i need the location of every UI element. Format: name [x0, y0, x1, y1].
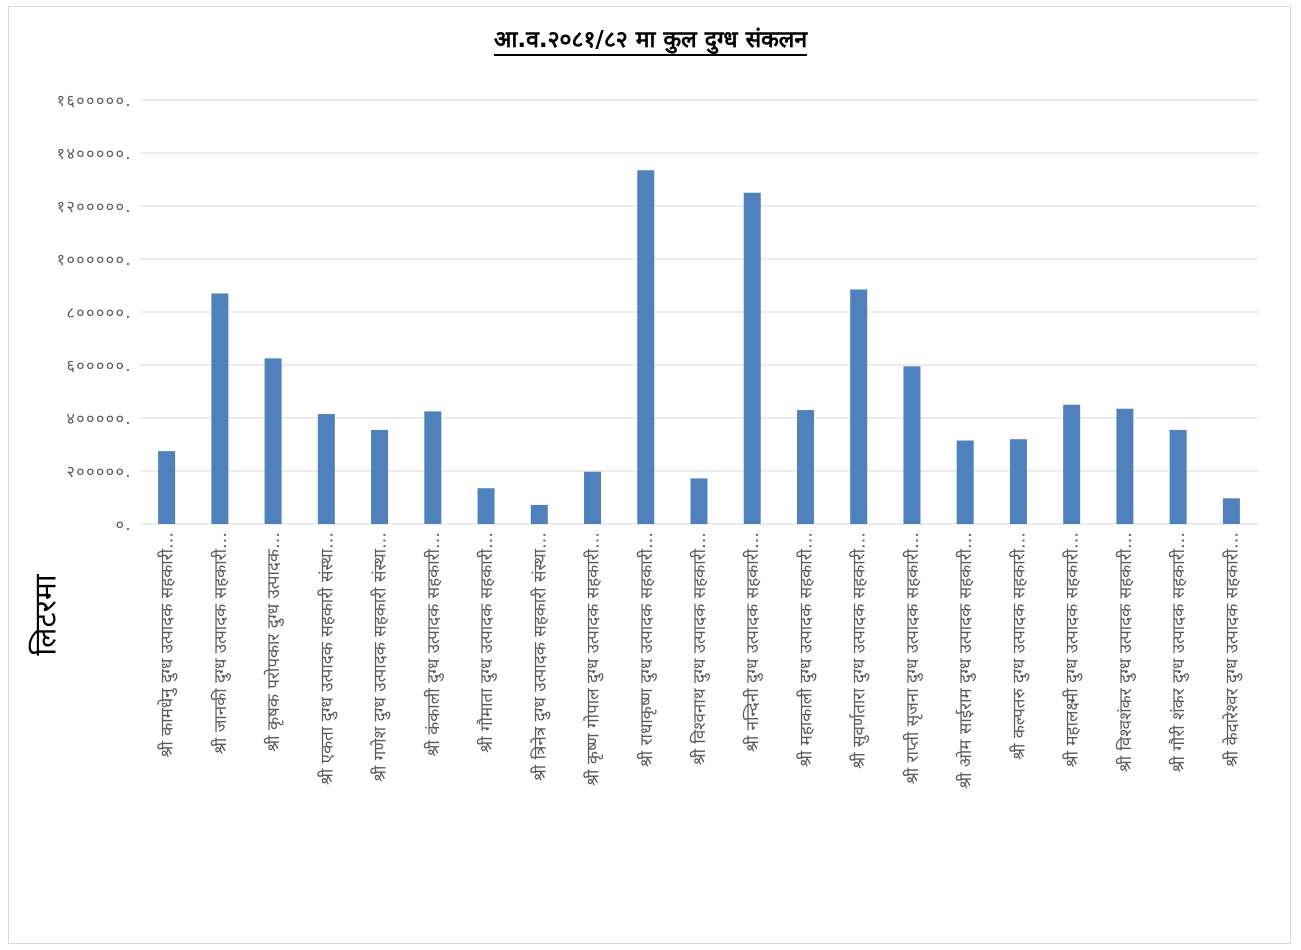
bar	[264, 358, 282, 524]
x-category-label: श्री कल्पतरु दुग्ध उत्पादक सहकारी…	[1008, 532, 1029, 760]
y-tick-label: ८०००००.	[66, 303, 132, 322]
bar	[956, 440, 974, 524]
bar	[530, 504, 548, 524]
x-category-label: श्री एकता दुग्ध उत्पादक सहकारी संस्था…	[316, 532, 337, 785]
x-category-label: श्री महाकाली दुग्ध उत्पादक सहकारी…	[795, 532, 816, 767]
x-category-label: श्री कामधेनु दुग्ध उत्पादक सहकारी…	[157, 532, 178, 758]
bar	[317, 414, 335, 524]
bar	[743, 192, 761, 524]
x-category-label: श्री राधाकृष्ण दुग्ध उत्पादक सहकारी…	[636, 532, 657, 767]
x-category-label: श्री विश्वशंकर दुग्ध उत्पादक सहकारी…	[1115, 532, 1136, 772]
x-category-label: श्री कंकाली दुग्ध उत्पादक सहकारी…	[423, 532, 444, 757]
chart-title-text: आ.व.२०८१/८२ मा कुल दुग्ध संकलन	[493, 27, 808, 56]
x-category-label: श्री राप्ती सृजना दुग्ध उत्पादक सहकारी…	[902, 532, 923, 784]
bar	[424, 411, 442, 524]
x-category-label: श्री गौमाता दुग्ध उत्पादक सहकारी…	[476, 532, 497, 753]
bar	[1169, 429, 1187, 524]
bar	[1222, 498, 1240, 524]
x-category-label: श्री सुवर्णतारा दुग्ध उत्पादक सहकारी…	[849, 532, 870, 769]
bar	[158, 451, 176, 524]
x-category-label: श्री जानकी दुग्ध उत्पादक सहकारी…	[210, 532, 231, 754]
y-tick-label: ६०००००.	[66, 356, 132, 375]
y-tick-label: १००००००.	[57, 250, 132, 269]
bar	[211, 293, 229, 524]
x-category-label: श्री केदारेश्वर दुग्ध उत्पादक सहकारी…	[1221, 532, 1242, 767]
bar	[477, 488, 495, 524]
bar	[1116, 408, 1134, 524]
bar	[371, 429, 389, 524]
x-category-label: श्री गणेश दुग्ध उत्पादक सहकारी संस्था…	[370, 532, 391, 782]
bar	[637, 170, 655, 524]
x-category-label: श्री त्रिनेत्र दुग्ध उत्पादक सहकारी संस्…	[529, 532, 550, 781]
x-category-label: श्री महालक्ष्मी दुग्ध उत्पादक सहकारी…	[1062, 532, 1083, 767]
x-category-label: श्री कृषक परोपकार दुग्ध उत्पादक…	[263, 532, 284, 752]
y-tick-label: २०००००.	[66, 462, 132, 481]
bar	[850, 289, 868, 524]
x-category-label: श्री गौरी शंकर दुग्ध उत्पादक सहकारी…	[1168, 532, 1189, 773]
y-tick-label: ०.	[116, 515, 132, 534]
bar	[690, 478, 708, 524]
y-tick-label: ४०००००.	[66, 409, 132, 428]
bar	[1009, 439, 1027, 524]
y-tick-label: १४०००००.	[57, 144, 132, 163]
x-category-label: श्री नन्दिनी दुग्ध उत्पादक सहकारी…	[742, 532, 763, 752]
bar	[1063, 404, 1081, 524]
x-category-label: श्री विश्वनाथ दुग्ध उत्पादक सहकारी…	[689, 532, 710, 765]
x-category-label: श्री कृष्ण गोपाल दुग्ध उत्पादक सहकारी…	[583, 532, 604, 786]
x-category-label: श्री ओम साईराम दुग्ध उत्पादक सहकारी…	[955, 532, 976, 789]
y-tick-label: १६०००००.	[57, 91, 132, 110]
bar	[903, 366, 921, 524]
chart-title: आ.व.२०८१/८२ मा कुल दुग्ध संकलन	[0, 22, 1301, 56]
bar	[796, 410, 814, 524]
y-tick-label: १२०००००.	[57, 197, 132, 216]
bar	[584, 471, 602, 524]
